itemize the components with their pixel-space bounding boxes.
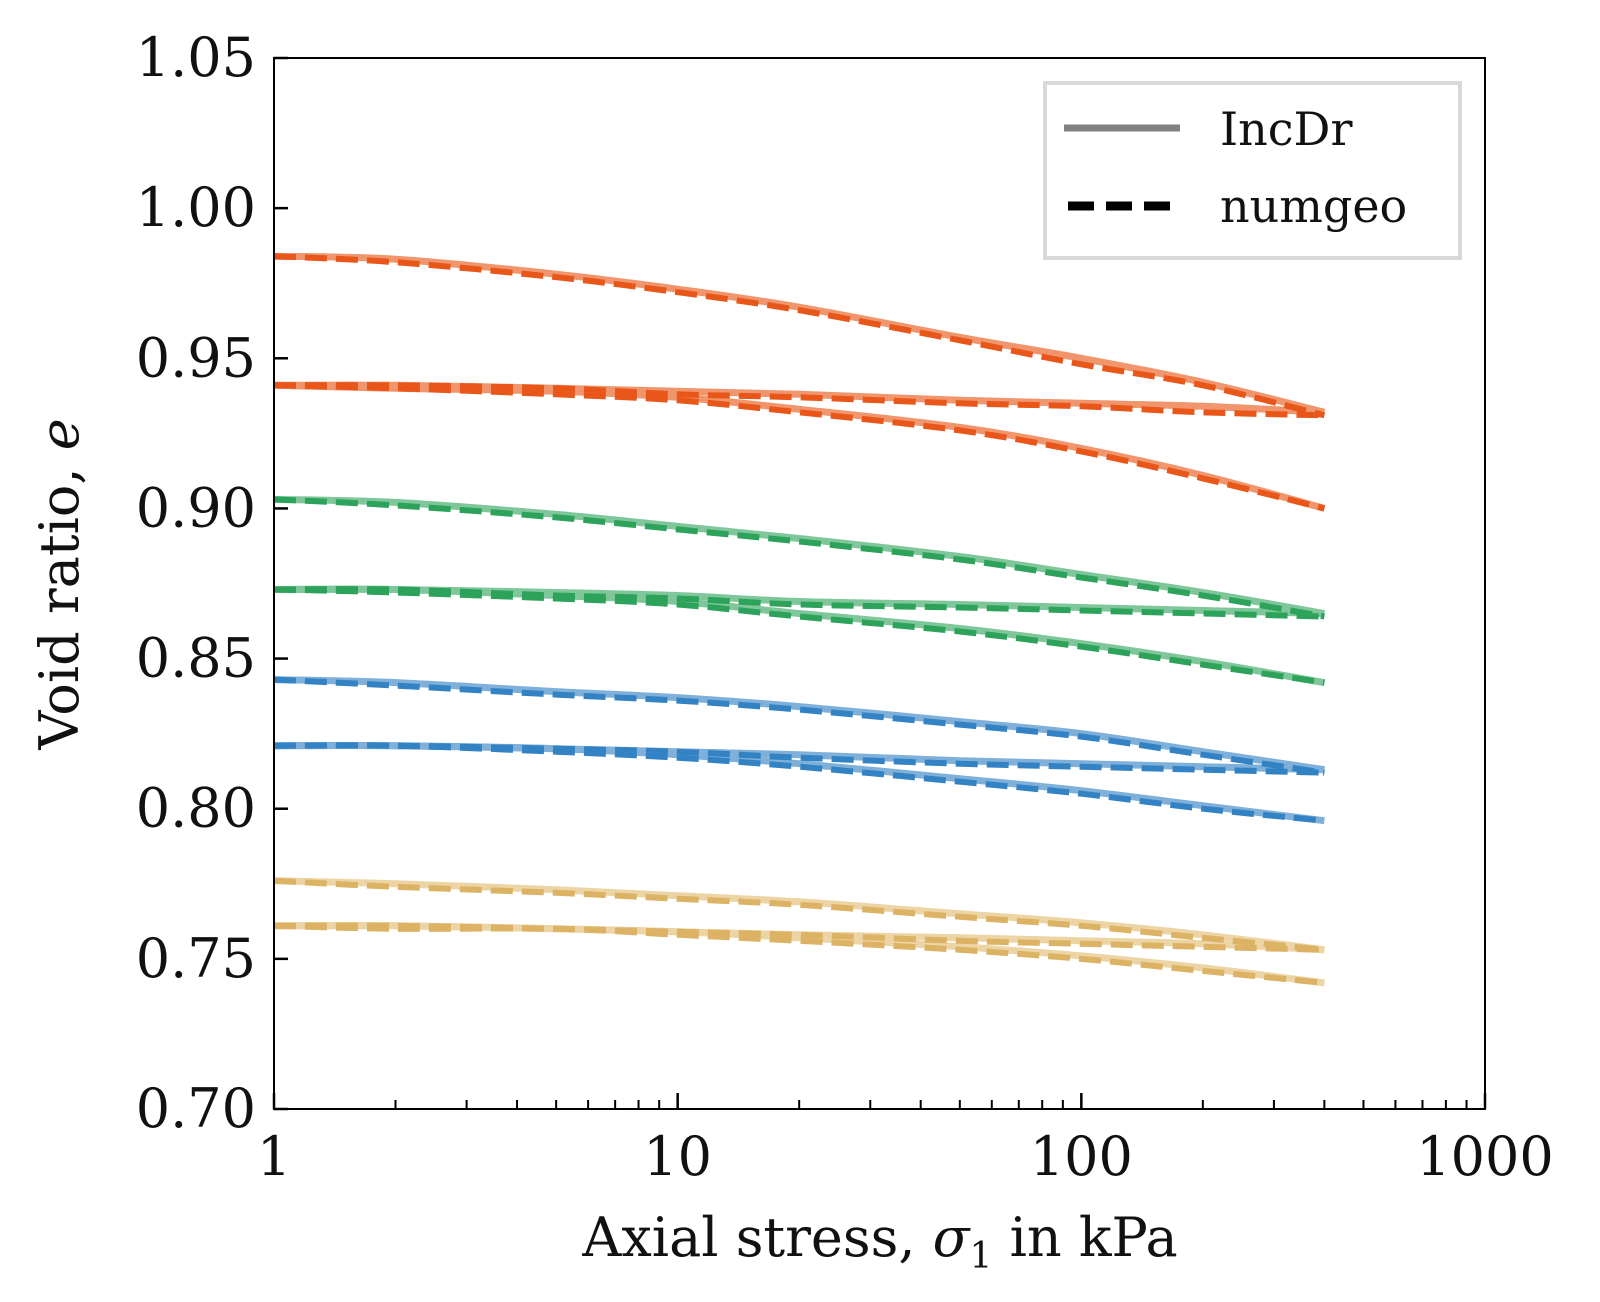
x-tick-label: 1	[257, 1125, 291, 1188]
y-tick-label: 0.70	[136, 1077, 256, 1140]
x-tick-label: 10	[643, 1125, 712, 1188]
y-axis-label-symbol: e	[28, 418, 91, 450]
series-line-green-loading-numgeo	[273, 496, 1325, 620]
x-tick-label: 1000	[1416, 1125, 1553, 1188]
series-line-orange-reloading-numgeo	[273, 382, 1326, 512]
y-tick-label: 0.80	[136, 777, 256, 840]
x-axis-label: Axial stress, σ1 in kPa	[581, 1206, 1177, 1277]
x-axis-label-text: Axial stress,	[581, 1206, 932, 1269]
legend: IncDr numgeo	[1043, 81, 1462, 260]
x-axis-label-symbol: σ	[933, 1206, 972, 1269]
y-tick-label: 0.90	[136, 476, 256, 539]
series-line-green-reloading-numgeo	[273, 586, 1325, 686]
y-tick-label: 0.75	[136, 927, 256, 990]
y-tick-label: 1.05	[136, 26, 256, 89]
series-line-orange-loading-numgeo	[273, 253, 1326, 419]
series-line-blue-loading-incdr	[273, 676, 1325, 774]
x-tick-label: 100	[1030, 1125, 1133, 1188]
series-line-yellow-loading-incdr	[273, 877, 1325, 954]
x-axis-label-subscript: 1	[970, 1236, 993, 1277]
legend-box	[1043, 81, 1462, 260]
y-axis-label-text: Void ratio,	[28, 450, 91, 750]
y-tick-label: 0.95	[136, 326, 256, 389]
ticks-layer: 0.70 0.75 0.80 0.85 0.90 0.95 1.00 1.05 1 10 100 10…	[136, 26, 1554, 1188]
series-line-green-loading-incdr	[273, 495, 1325, 617]
series-line-yellow-reloading-numgeo	[273, 922, 1325, 986]
y-axis-label: Void ratio, e	[28, 418, 91, 750]
series-line-orange-unloading-numgeo	[273, 382, 1325, 419]
y-tick-label: 0.85	[136, 627, 256, 690]
series-line-blue-reloading-numgeo	[273, 742, 1325, 824]
series-layer	[273, 252, 1326, 987]
x-axis-label-unit: in kPa	[992, 1206, 1177, 1269]
series-line-yellow-loading-numgeo	[273, 877, 1325, 953]
series-line-green-unloading-numgeo	[273, 586, 1325, 620]
y-tick-label: 1.00	[136, 176, 256, 239]
legend-label-incdr: IncDr	[1220, 102, 1352, 156]
series-line-blue-loading-numgeo	[273, 676, 1325, 776]
plot-frame	[273, 57, 1486, 1110]
legend-label-numgeo: numgeo	[1220, 179, 1407, 233]
